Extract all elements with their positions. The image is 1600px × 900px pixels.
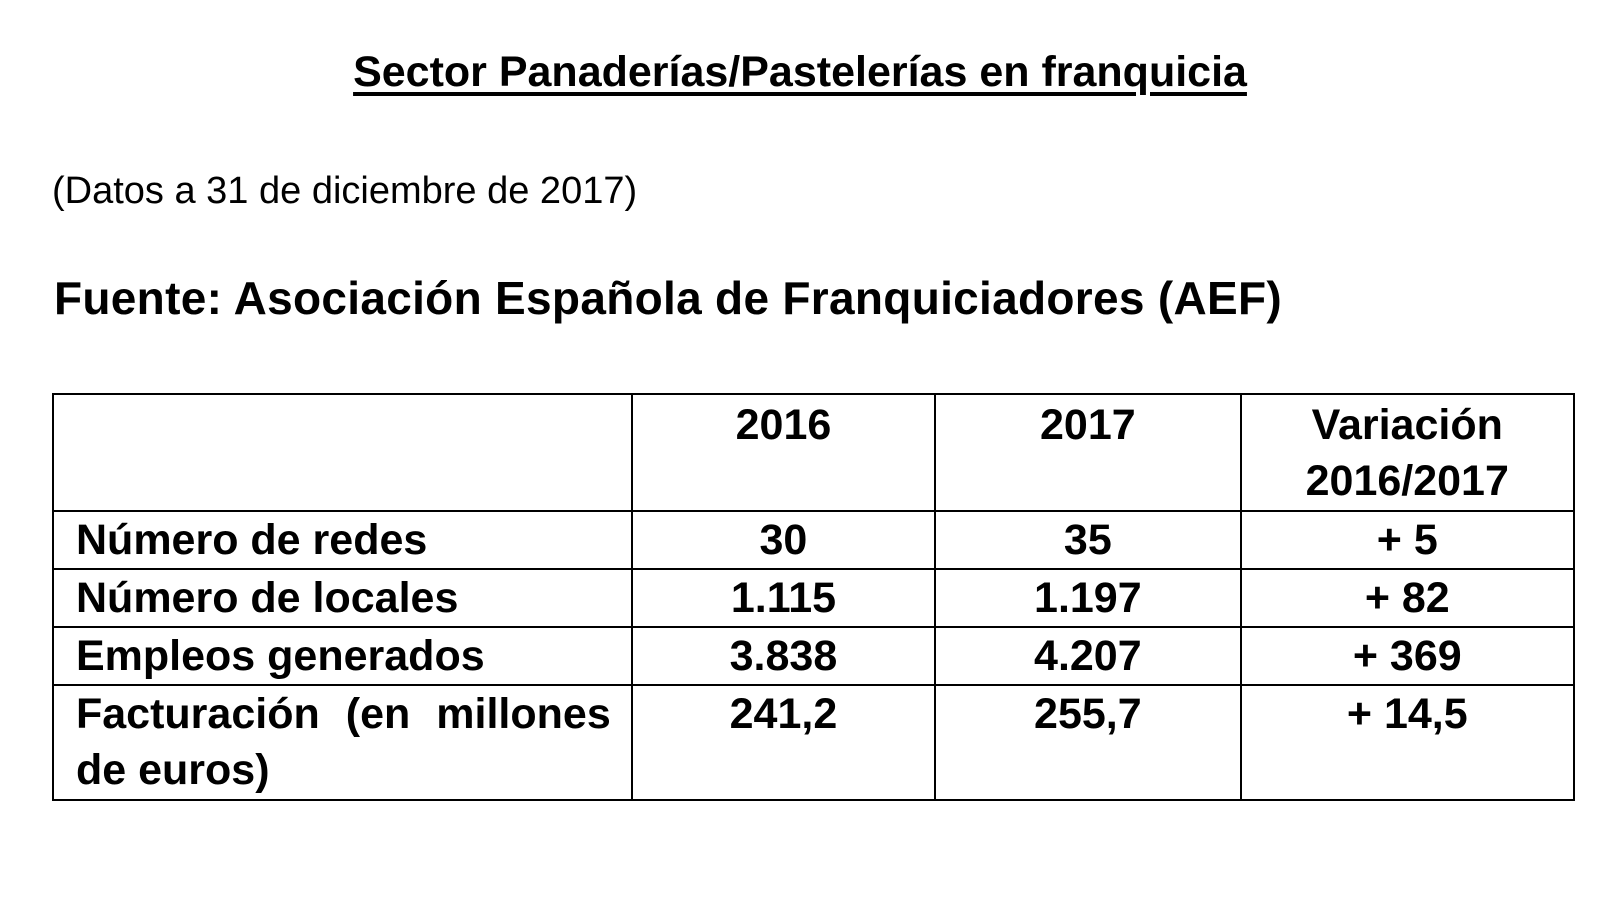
value-2016-empleos: 3.838 bbox=[630, 626, 937, 686]
table-header-row: 2016 2017 Variación 2016/2017 bbox=[52, 393, 1576, 512]
franchise-data-table: 2016 2017 Variación 2016/2017 Número de … bbox=[52, 393, 1576, 801]
header-cell-2016: 2016 bbox=[630, 393, 937, 512]
table-row: Número de locales 1.115 1.197 + 82 bbox=[52, 568, 1576, 628]
row-label-facturacion: Facturación (en millones de euros) bbox=[52, 684, 633, 801]
document-title-text: Sector Panaderías/Pastelerías en franqui… bbox=[353, 48, 1247, 96]
source-note: Fuente: Asociación Española de Franquici… bbox=[54, 272, 1282, 324]
header-2016-label: 2016 bbox=[735, 401, 832, 449]
value-2016-locales: 1.115 bbox=[630, 568, 937, 628]
row-label-redes: Número de redes bbox=[52, 510, 633, 570]
table-row: Facturación (en millones de euros) 241,2… bbox=[52, 684, 1576, 801]
header-cell-empty bbox=[52, 393, 633, 512]
header-cell-variation: Variación 2016/2017 bbox=[1239, 393, 1576, 512]
document-title: Sector Panaderías/Pastelerías en franqui… bbox=[0, 46, 1600, 98]
value-2017-redes: 35 bbox=[934, 510, 1242, 570]
variation-locales: + 82 bbox=[1239, 568, 1576, 628]
variation-redes: + 5 bbox=[1239, 510, 1576, 570]
table-row: Empleos generados 3.838 4.207 + 369 bbox=[52, 626, 1576, 686]
header-variation-label: Variación 2016/2017 bbox=[1305, 401, 1509, 505]
value-2016-facturacion: 241,2 bbox=[630, 684, 937, 801]
value-2017-facturacion: 255,7 bbox=[934, 684, 1242, 801]
header-2017-label: 2017 bbox=[1040, 401, 1136, 449]
value-2017-empleos: 4.207 bbox=[934, 626, 1242, 686]
table-row: Número de redes 30 35 + 5 bbox=[52, 510, 1576, 570]
row-label-empleos: Empleos generados bbox=[52, 626, 633, 686]
date-note: (Datos a 31 de diciembre de 2017) bbox=[52, 170, 638, 212]
header-cell-2017: 2017 bbox=[934, 393, 1242, 512]
value-2017-locales: 1.197 bbox=[934, 568, 1242, 628]
row-label-locales: Número de locales bbox=[52, 568, 633, 628]
variation-facturacion: + 14,5 bbox=[1239, 684, 1576, 801]
value-2016-redes: 30 bbox=[630, 510, 937, 570]
variation-empleos: + 369 bbox=[1239, 626, 1576, 686]
